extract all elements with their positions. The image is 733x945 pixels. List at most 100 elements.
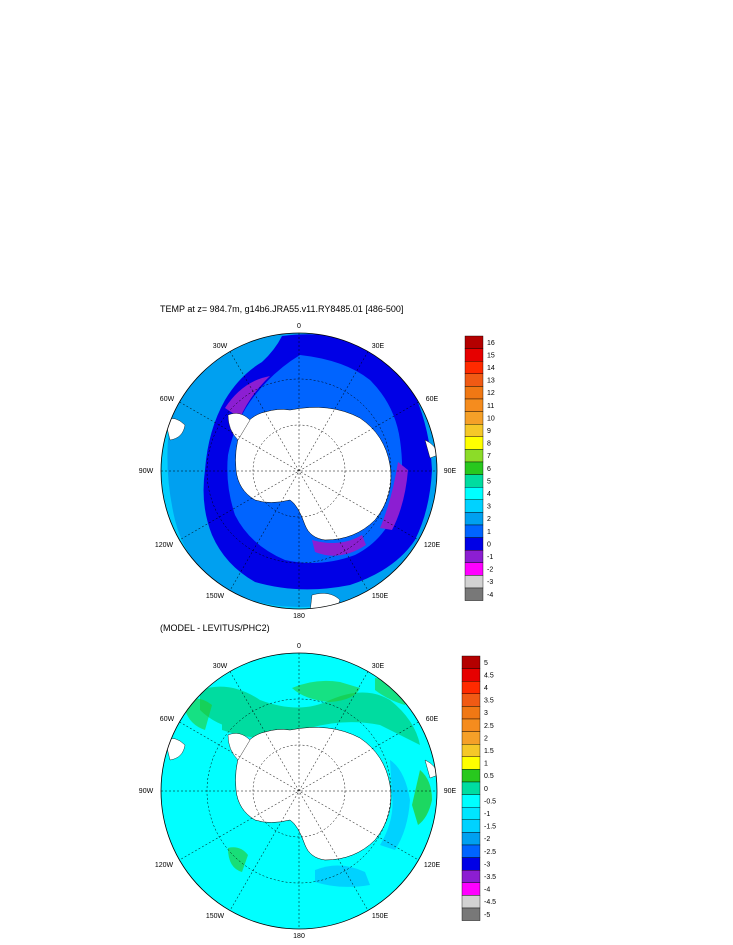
panel1-colorbar-label: 4	[487, 491, 491, 498]
panel1-colorbar-label: 6	[487, 466, 491, 473]
panel1-colorbar-label: 7	[487, 453, 491, 460]
panel1-colorbar-swatch	[464, 512, 484, 526]
panel2-green-patch-n	[292, 680, 360, 702]
panel2-colorbar-swatch	[461, 744, 481, 758]
panel2-colorbar-swatch	[461, 882, 481, 896]
panel2-colorbar-label: -4.5	[484, 899, 496, 906]
panel2-cyan-east	[380, 760, 410, 850]
panel2-colorbar-swatch	[461, 706, 481, 720]
panel2-colorbar-label: 4.5	[484, 672, 494, 679]
panel1-colorbar-label: 15	[487, 352, 495, 359]
panel1-lon-90e: 90E	[444, 468, 457, 475]
panel2-colorbar: 5 4.5 4 3.5 3 2.5 2 1.5 1 0.5 0 -0.5 -1 -1.5 -2 -2.5 -3 -…	[461, 655, 496, 921]
panel1-colorbar-label: 2	[487, 516, 491, 523]
panel1-colorbar-swatch	[464, 348, 484, 362]
panel2-colorbar-label: 4	[484, 685, 488, 692]
panel1-title: TEMP at z= 984.7m, g14b6.JRA55.v11.RY848…	[160, 304, 404, 314]
panel1-colorbar-swatch	[464, 537, 484, 551]
panel2-colorbar-swatch	[461, 895, 481, 909]
panel1-colorbar-label: 9	[487, 428, 491, 435]
panel1-colorbar-label: 5	[487, 478, 491, 485]
panel2-colorbar-swatch	[461, 655, 481, 669]
panel1-lon-120w: 120W	[155, 542, 174, 549]
panel1-colorbar-swatch	[464, 386, 484, 400]
panel2-colorbar-swatch	[461, 907, 481, 921]
panel2-colorbar-label: -2	[484, 836, 490, 843]
panel1-colorbar-swatch	[464, 449, 484, 463]
panel2-colorbar-label: -3	[484, 861, 490, 868]
panel2-title: (MODEL - LEVITUS/PHC2)	[160, 623, 270, 633]
panel1-map-border	[160, 332, 438, 610]
panel1-colorbar-label: 11	[487, 403, 494, 410]
panel2-lon-60w: 60W	[160, 716, 175, 723]
panel1-purple-ross	[312, 535, 366, 556]
panel2-colorbar-label: 0.5	[484, 773, 494, 780]
panel1-colorbar-swatch	[464, 424, 484, 438]
panel2-lon-120e: 120E	[424, 862, 441, 869]
panel2-green-patch-w	[185, 698, 212, 730]
panel1-colorbar-swatch	[464, 436, 484, 450]
panel1-graticule	[161, 333, 437, 609]
panel2-colorbar-swatch	[461, 668, 481, 682]
panel2-lon-180: 180	[293, 933, 305, 940]
panel2-colorbar-swatch	[461, 844, 481, 858]
panel2-lon-90e: 90E	[444, 788, 457, 795]
panel2-lon-60e: 60E	[426, 716, 439, 723]
panel1-colorbar-label: -3	[487, 579, 493, 586]
panel2-lon-120w: 120W	[155, 862, 174, 869]
panel1-colorbar-swatch	[464, 474, 484, 488]
panel1-purple-weddell	[225, 376, 270, 418]
panel1-colorbar-label: -4	[487, 592, 493, 599]
panel1-colorbar-swatch	[464, 587, 484, 601]
panel1-colorbar-swatch	[464, 335, 484, 349]
panel1-colorbar-swatch	[464, 499, 484, 513]
panel2-colorbar-label: -4	[484, 887, 490, 894]
panel2-colorbar-label: -2.5	[484, 849, 496, 856]
panel1-lon-0: 0	[297, 323, 301, 330]
panel1-colorbar-label: 3	[487, 504, 491, 511]
panel2-colorbar-swatch	[461, 693, 481, 707]
panel2-colorbar-label: 3.5	[484, 698, 494, 705]
panel2-colorbar-swatch	[461, 769, 481, 783]
panel2-green-weddell	[222, 715, 262, 738]
panel1-map: 0 30E 60E 90E 120E 150E 180 150W 120W 90…	[139, 323, 457, 620]
panel2-graticule	[161, 653, 437, 929]
panel2-colorbar-label: -1.5	[484, 824, 496, 831]
panel2-colorbar-label: 1	[484, 761, 488, 768]
panel2-colorbar-swatch	[461, 794, 481, 808]
panel2-colorbar-swatch	[461, 781, 481, 795]
panel2-colorbar-label: 0	[484, 786, 488, 793]
panel1-lon-150e: 150E	[372, 593, 389, 600]
panel1-colorbar-label: -2	[487, 567, 493, 574]
panel1-lon-60e: 60E	[426, 396, 439, 403]
panel1-lon-60w: 60W	[160, 396, 175, 403]
panel2-colorbar-label: -3.5	[484, 874, 496, 881]
panel2-colorbar-swatch	[461, 807, 481, 821]
panel1-lon-30w: 30W	[213, 343, 228, 350]
panel1-purple-east	[380, 462, 408, 530]
panel1-lon-180: 180	[293, 613, 305, 620]
panel2-colorbar-swatch	[461, 681, 481, 695]
panel1-colorbar-label: -1	[487, 554, 493, 561]
panel2-colorbar-label: 2.5	[484, 723, 494, 730]
panel2-lon-90w: 90W	[139, 788, 154, 795]
panel2-lon-150w: 150W	[206, 913, 225, 920]
panel2-colorbar-label: 1.5	[484, 748, 494, 755]
panel1-colorbar-swatch	[464, 411, 484, 425]
panel2-map: 0 30E 60E 90E 120E 150E 180 150W 120W 90…	[139, 643, 457, 940]
panel1-colorbar-label: 10	[487, 415, 495, 422]
panel2-colorbar-label: -5	[484, 912, 490, 919]
panel1-colorbar-label: 13	[487, 378, 495, 385]
panel1-colorbar-swatch	[464, 575, 484, 589]
panel2-colorbar-label: 5	[484, 660, 488, 667]
panel1-peninsula	[227, 413, 251, 441]
panel2-colorbar-swatch	[461, 731, 481, 745]
panel2-lon-30w: 30W	[213, 663, 228, 670]
panel2-colorbar-swatch	[461, 718, 481, 732]
panel2-colorbar-label: 2	[484, 735, 488, 742]
panel1-lon-150w: 150W	[206, 593, 225, 600]
panel1-colorbar-swatch	[464, 361, 484, 375]
panel2-cyan-south	[315, 865, 370, 887]
